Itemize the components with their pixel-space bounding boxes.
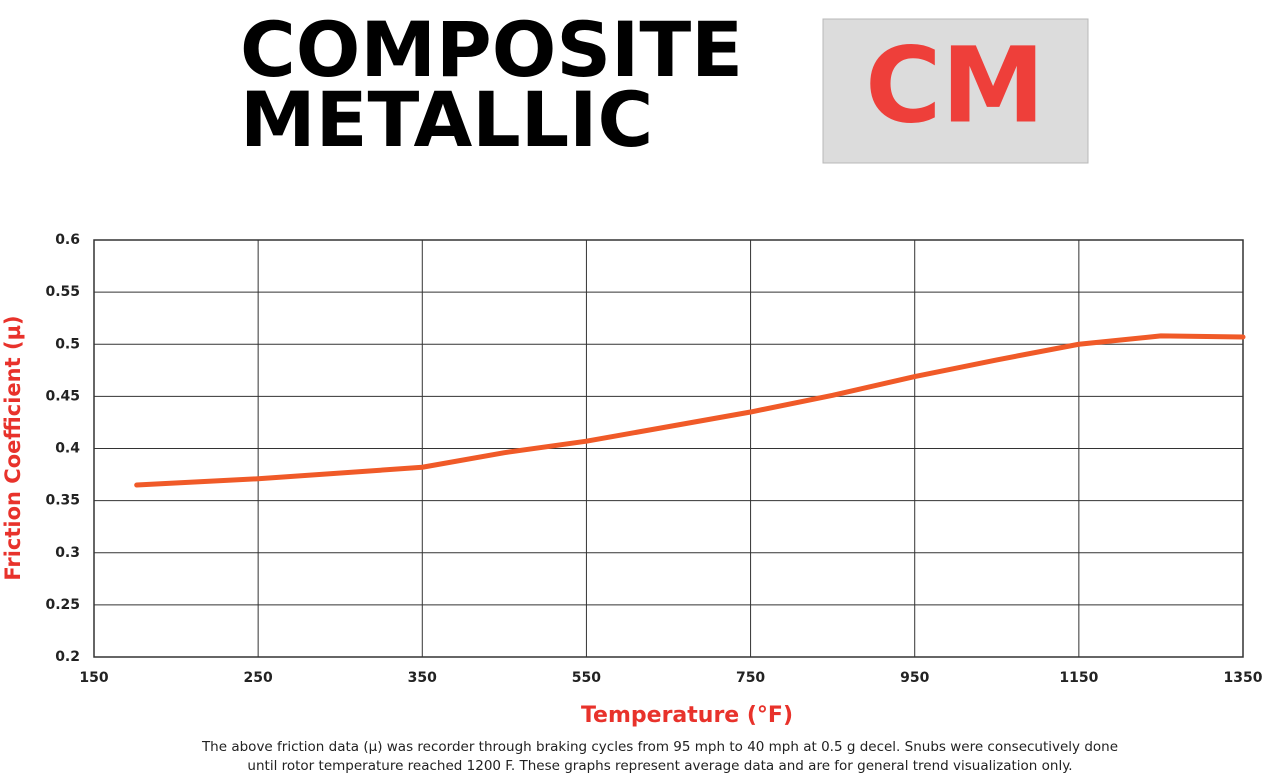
footnote: until rotor temperature reached 1200 F. … [247, 758, 1072, 774]
x-tick-label: 150 [79, 670, 108, 686]
y-tick-label: 0.55 [45, 284, 80, 300]
x-tick-label: 950 [900, 670, 929, 686]
x-tick-label: 350 [408, 670, 437, 686]
badge-box [822, 18, 1089, 164]
footnote: The above friction data (µ) was recorder… [201, 739, 1118, 755]
y-tick-label: 0.45 [45, 388, 80, 404]
y-tick-label: 0.5 [55, 336, 80, 352]
y-tick-label: 0.2 [55, 649, 80, 665]
x-axis-label: Temperature (°F) [581, 703, 793, 728]
y-tick-label: 0.35 [45, 493, 80, 509]
x-tick-label: 250 [244, 670, 273, 686]
y-tick-label: 0.6 [55, 232, 80, 248]
plot-frame [93, 239, 1244, 658]
y-tick-label: 0.3 [55, 545, 80, 561]
x-tick-label: 1150 [1059, 670, 1098, 686]
x-tick-label: 750 [736, 670, 765, 686]
y-tick-label: 0.4 [55, 441, 80, 457]
badge: CM [865, 24, 1045, 146]
x-tick-label: 550 [572, 670, 601, 686]
title-line: COMPOSITE [240, 5, 743, 94]
x-tick-label: 1350 [1224, 670, 1263, 686]
title-line: METALLIC [240, 75, 653, 164]
data-line [134, 333, 1246, 488]
y-axis-label: Friction Coefficient (µ) [1, 315, 25, 580]
y-tick-label: 0.25 [45, 597, 80, 613]
